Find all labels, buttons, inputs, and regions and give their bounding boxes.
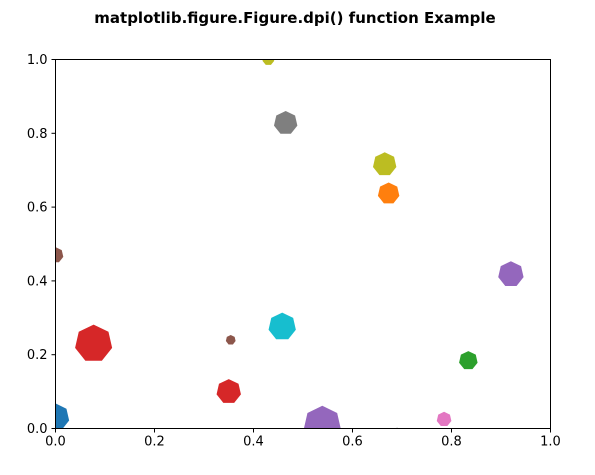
x-tick-label: 0.8: [441, 435, 462, 450]
data-point-12: [459, 351, 478, 370]
data-point-6: [377, 182, 400, 204]
data-point-14: [303, 405, 341, 429]
x-tick-label: 0.0: [45, 435, 66, 450]
y-axis: 0.0 0.2 0.4 0.6 0.8 1.0: [27, 53, 56, 437]
data-point-1: [55, 403, 70, 429]
data-point-10: [225, 334, 236, 345]
data-point-5: [372, 152, 397, 176]
y-tick-label: 0.6: [27, 201, 48, 216]
x-axis: 0.0 0.2 0.4 0.6 0.8 1.0: [45, 428, 561, 450]
data-point-13: [216, 379, 241, 403]
plot-area: [55, 59, 551, 429]
data-point-4: [273, 110, 298, 134]
x-tick-label: 1.0: [540, 435, 561, 450]
data-point-7: [55, 247, 64, 263]
y-tick-label: 0.4: [27, 274, 48, 289]
y-tick-label: 0.0: [27, 422, 48, 437]
y-tick-label: 1.0: [27, 53, 48, 68]
x-tick-label: 0.2: [144, 435, 165, 450]
plot-frame: [55, 59, 551, 429]
data-point-8: [498, 261, 524, 286]
data-point-9: [75, 324, 113, 361]
data-points: [55, 59, 524, 429]
y-tick-label: 0.2: [27, 348, 48, 363]
y-tick-label: 0.8: [27, 127, 48, 142]
data-point-15: [436, 411, 452, 427]
data-point-3: [262, 59, 275, 65]
x-tick-label: 0.4: [243, 435, 264, 450]
x-tick-label: 0.6: [342, 435, 363, 450]
data-point-11: [268, 312, 296, 340]
chart-title: matplotlib.figure.Figure.dpi() function …: [94, 9, 495, 27]
